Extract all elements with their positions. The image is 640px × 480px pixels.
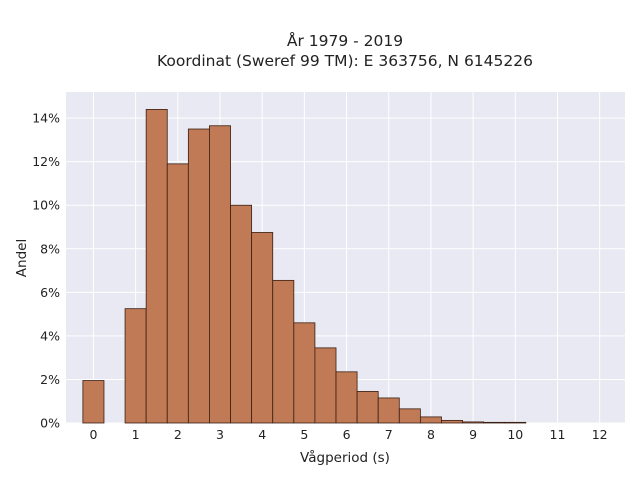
x-tick-label: 0 <box>89 427 97 442</box>
histogram-bar <box>187 128 210 424</box>
histogram-bar <box>82 380 105 424</box>
y-axis-label: Andel <box>14 239 30 277</box>
y-tick-label: 14% <box>32 111 60 126</box>
histogram-bar <box>335 371 358 424</box>
x-tick-label: 8 <box>427 427 435 442</box>
x-tick-label: 6 <box>343 427 351 442</box>
y-tick-labels: 0% 2% 4% 6% 8% 10% 12% 14% <box>32 111 60 431</box>
histogram-bar <box>251 232 274 424</box>
x-tick-label: 12 <box>592 427 608 442</box>
histogram-bar <box>314 347 337 424</box>
x-tick-label: 4 <box>258 427 266 442</box>
y-tick-label: 0% <box>40 416 60 431</box>
y-tick-label: 4% <box>40 328 60 343</box>
x-tick-labels: 0 1 2 3 4 5 6 7 8 9 10 11 12 <box>89 427 607 442</box>
y-tick-label: 10% <box>32 198 60 213</box>
x-tick-label: 5 <box>300 427 308 442</box>
x-tick-label: 9 <box>469 427 477 442</box>
x-tick-label: 3 <box>216 427 224 442</box>
histogram-bar <box>356 391 379 424</box>
histogram-bar <box>209 125 231 424</box>
histogram-bar <box>419 416 442 424</box>
x-tick-label: 11 <box>550 427 566 442</box>
x-tick-label: 1 <box>132 427 140 442</box>
histogram-bar <box>166 163 189 424</box>
histogram-bar <box>398 408 421 424</box>
bars <box>82 109 527 424</box>
y-tick-label: 12% <box>32 154 60 169</box>
histogram-bar <box>504 421 527 424</box>
histogram-bar <box>483 421 506 424</box>
histogram-bar <box>124 308 147 424</box>
histogram-bar <box>272 279 295 424</box>
x-tick-label: 10 <box>507 427 523 442</box>
chart-title-line-1: År 1979 - 2019 <box>287 31 403 50</box>
x-tick-label: 7 <box>385 427 393 442</box>
histogram-bar <box>377 397 400 424</box>
histogram-bar <box>293 322 316 424</box>
y-tick-label: 2% <box>40 372 60 387</box>
histogram-bar <box>462 421 485 424</box>
histogram-bar <box>145 109 168 424</box>
x-tick-label: 2 <box>174 427 182 442</box>
chart-title-line-2: Koordinat (Sweref 99 TM): E 363756, N 61… <box>157 52 533 70</box>
histogram-bar <box>230 204 253 424</box>
y-tick-label: 6% <box>40 285 60 300</box>
x-axis-label: Vågperiod (s) <box>300 449 390 466</box>
y-tick-label: 8% <box>40 241 60 256</box>
histogram-bar <box>441 419 463 424</box>
